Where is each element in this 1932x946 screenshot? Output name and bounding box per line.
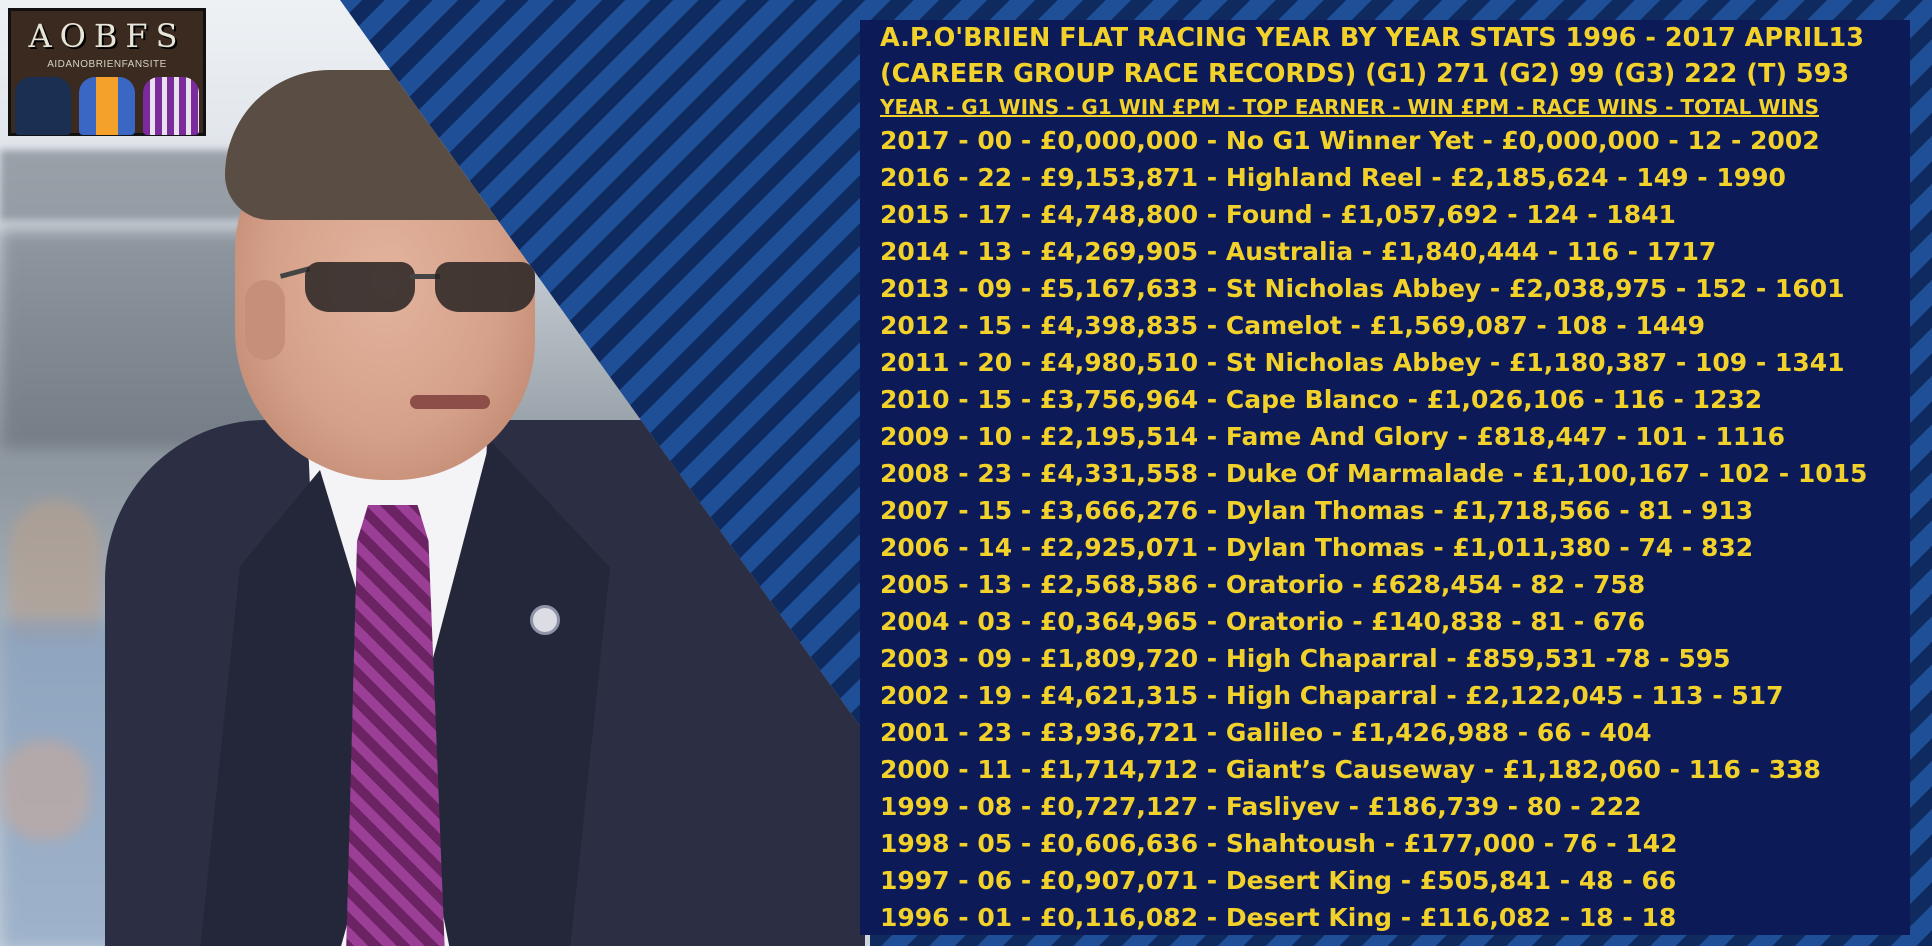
ear [245, 280, 285, 360]
stats-row: 2015 - 17 - £4,748,800 - Found - £1,057,… [880, 200, 1676, 229]
stats-row: 2013 - 09 - £5,167,633 - St Nicholas Abb… [880, 274, 1845, 303]
stats-row: 2017 - 00 - £0,000,000 - No G1 Winner Ye… [880, 126, 1820, 155]
stats-row: 1998 - 05 - £0,606,636 - Shahtoush - £17… [880, 829, 1678, 858]
stats-row: 1997 - 06 - £0,907,071 - Desert King - £… [880, 866, 1677, 895]
stats-row: 1996 - 01 - £0,116,082 - Desert King - £… [880, 903, 1677, 932]
spectator-blur [10, 500, 100, 640]
stats-row: 2009 - 10 - £2,195,514 - Fame And Glory … [880, 422, 1786, 451]
stats-row: 2001 - 23 - £3,936,721 - Galileo - £1,42… [880, 718, 1652, 747]
stats-row: 2006 - 14 - £2,925,071 - Dylan Thomas - … [880, 533, 1754, 562]
stats-row: 2005 - 13 - £2,568,586 - Oratorio - £628… [880, 570, 1646, 599]
mouth [410, 395, 490, 409]
stats-row: 2011 - 20 - £4,980,510 - St Nicholas Abb… [880, 348, 1845, 377]
stats-row: 2016 - 22 - £9,153,871 - Highland Reel -… [880, 163, 1786, 192]
stats-title-line-2: (CAREER GROUP RACE RECORDS) (G1) 271 (G2… [880, 59, 1850, 89]
stats-row: 1999 - 08 - £0,727,127 - Fasliyev - £186… [880, 792, 1642, 821]
stats-column-header: YEAR - G1 WINS - G1 WIN £PM - TOP EARNER… [880, 95, 1819, 119]
stats-row: 2002 - 19 - £4,621,315 - High Chaparral … [880, 681, 1784, 710]
jockey-silk-icon [79, 77, 135, 135]
stats-row: 2014 - 13 - £4,269,905 - Australia - £1,… [880, 237, 1717, 266]
stats-row: 2008 - 23 - £4,331,558 - Duke Of Marmala… [880, 459, 1868, 488]
logo-subtitle: AIDANOBRIENFANSITE [47, 59, 167, 70]
jockey-silk-icon [143, 77, 199, 135]
lapel-pin-icon [530, 605, 560, 635]
spectator-blur [0, 740, 90, 840]
logo-title: AOBFS [28, 17, 186, 55]
stats-row: 2000 - 11 - £1,714,712 - Giant’s Causewa… [880, 755, 1821, 784]
stats-row: 2012 - 15 - £4,398,835 - Camelot - £1,56… [880, 311, 1706, 340]
stats-row: 2003 - 09 - £1,809,720 - High Chaparral … [880, 644, 1731, 673]
aobfs-logo: AOBFS AIDANOBRIENFANSITE [8, 8, 206, 136]
stats-title-line-1: A.P.O'BRIEN FLAT RACING YEAR BY YEAR STA… [880, 23, 1864, 53]
stats-panel: A.P.O'BRIEN FLAT RACING YEAR BY YEAR STA… [860, 20, 1910, 935]
sunglasses [279, 252, 550, 332]
stats-row: 2010 - 15 - £3,756,964 - Cape Blanco - £… [880, 385, 1763, 414]
stats-row: 2004 - 03 - £0,364,965 - Oratorio - £140… [880, 607, 1646, 636]
stats-rows: 2017 - 00 - £0,000,000 - No G1 Winner Ye… [880, 122, 1910, 936]
tie [346, 505, 445, 946]
stats-row: 2007 - 15 - £3,666,276 - Dylan Thomas - … [880, 496, 1754, 525]
jockey-silk-icon [15, 77, 71, 135]
